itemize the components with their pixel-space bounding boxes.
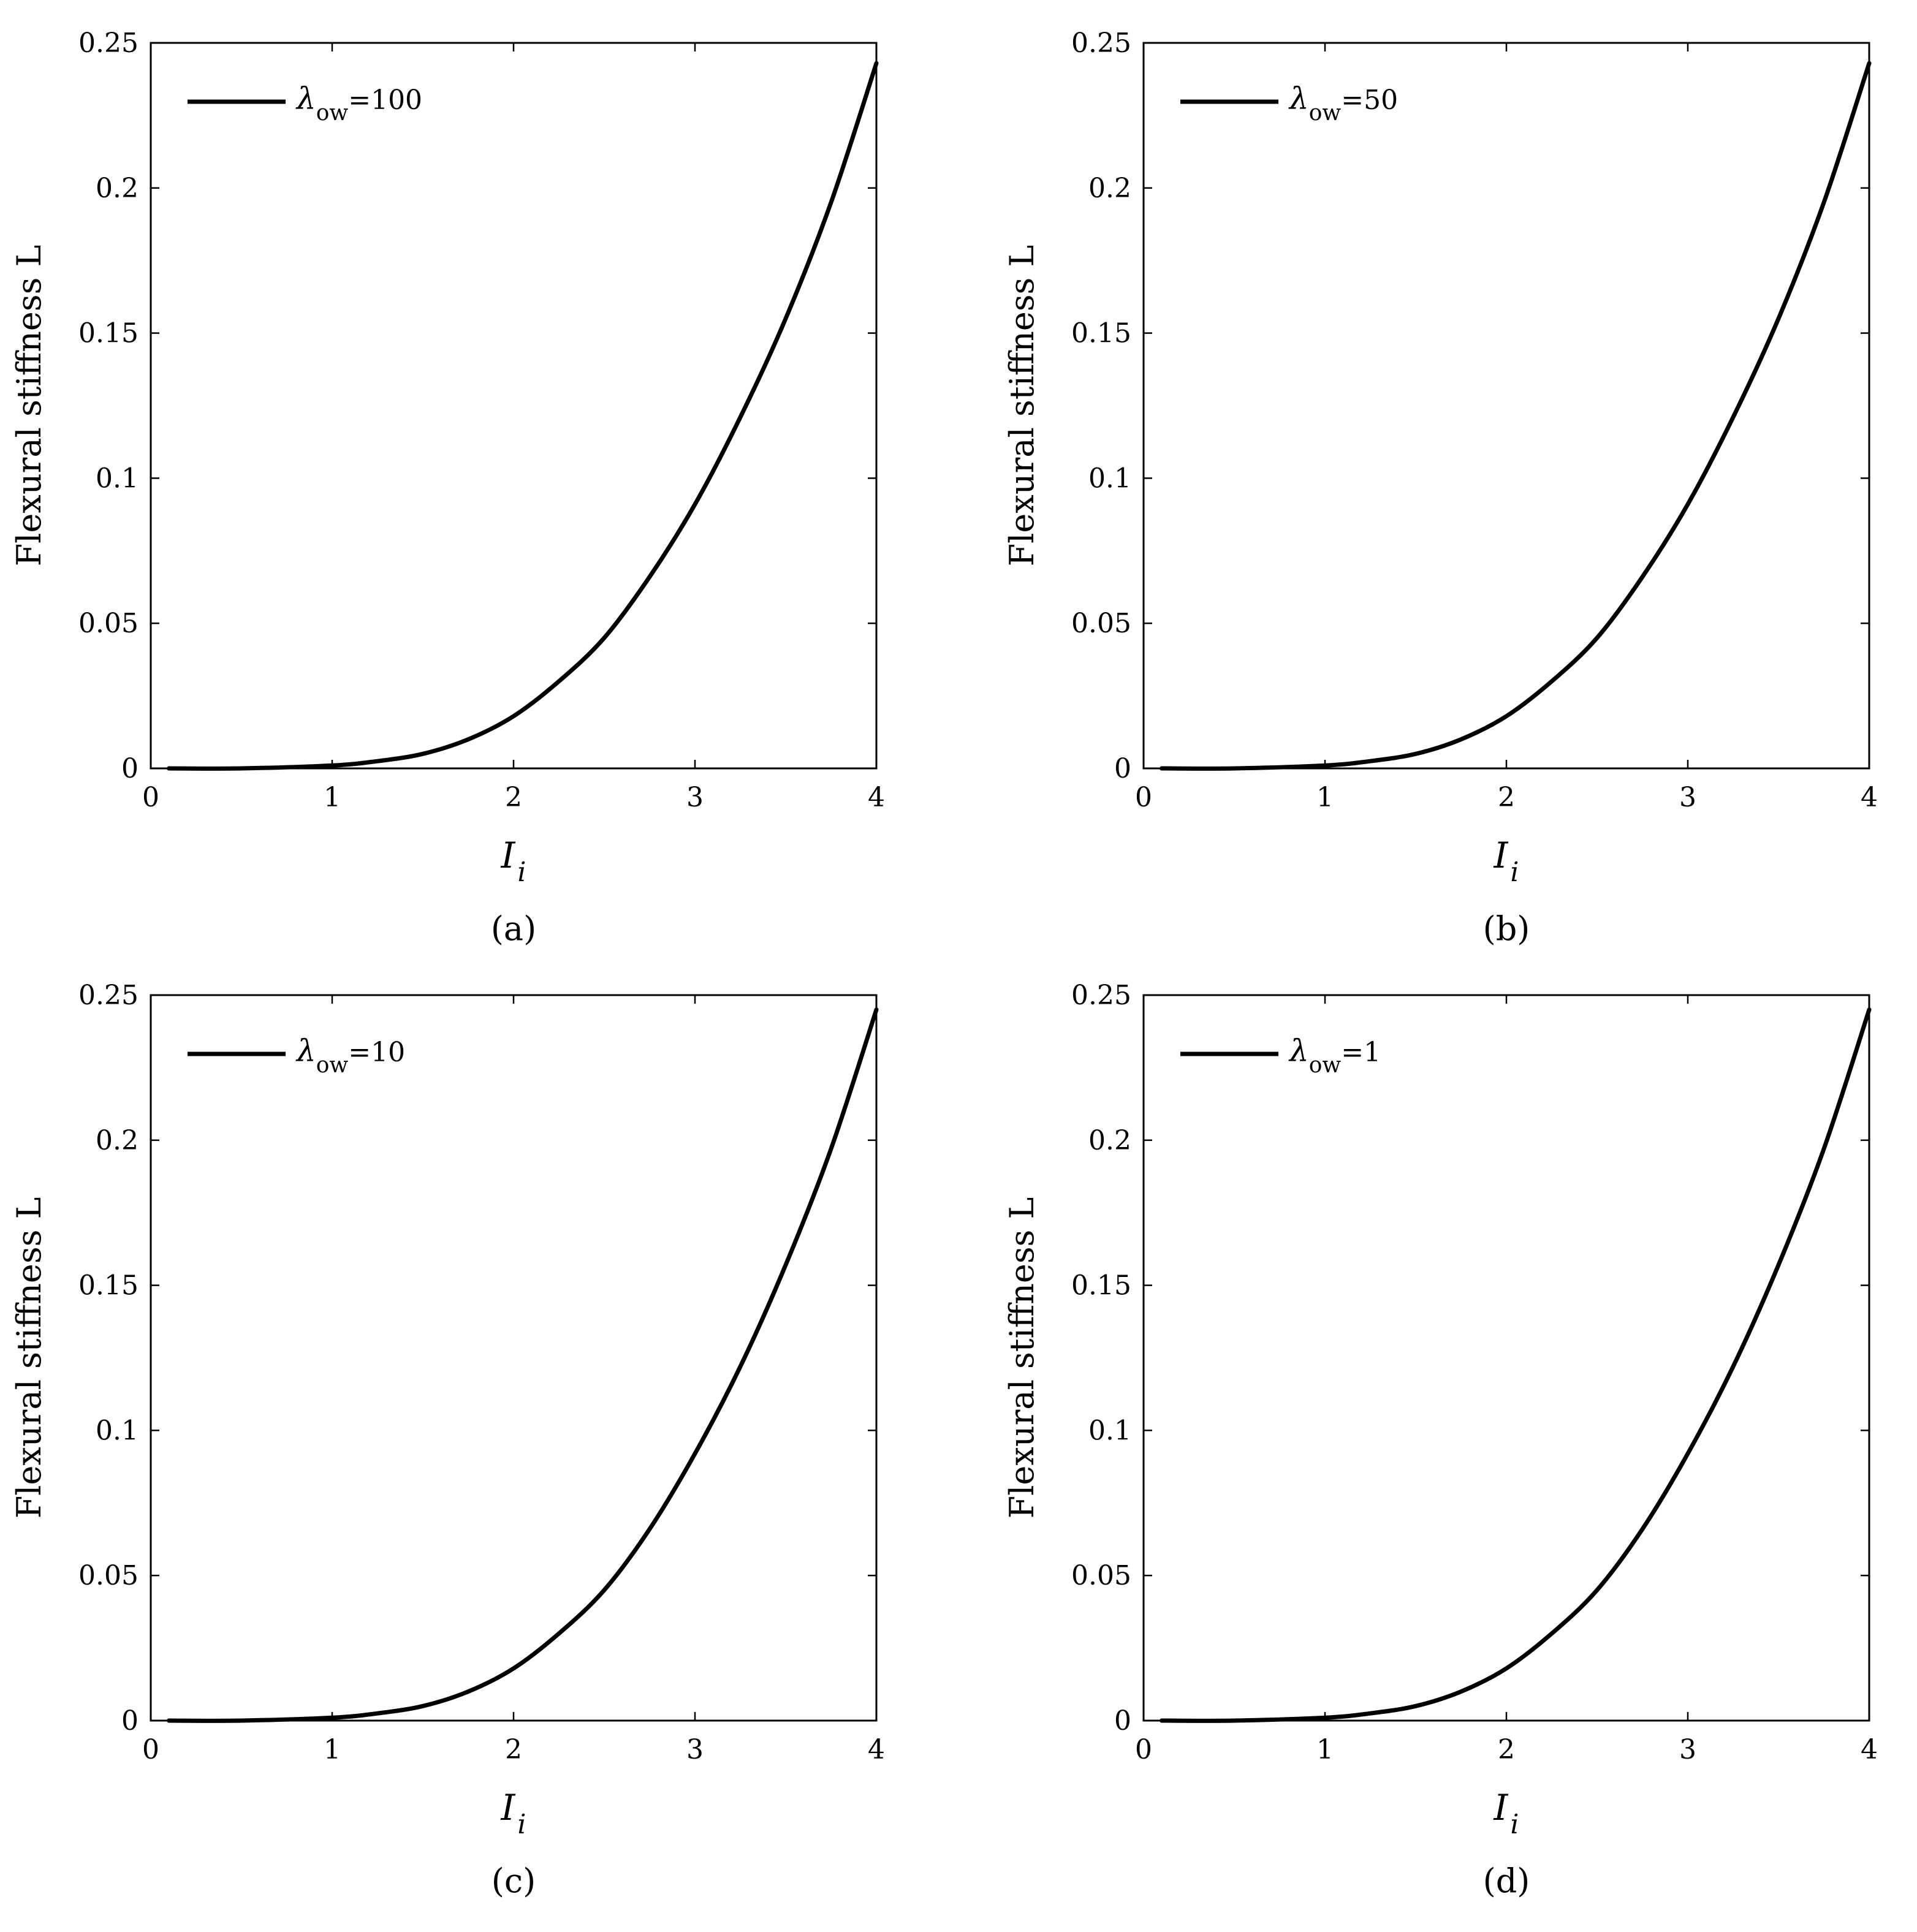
series-line — [1160, 61, 1872, 771]
panel-caption: (b) — [1483, 909, 1530, 948]
y-tick-label: 0.05 — [78, 1560, 139, 1591]
y-tick-label: 0.25 — [1071, 28, 1131, 59]
panel-caption: (d) — [1483, 1862, 1530, 1900]
y-tick-label: 0.05 — [1071, 1560, 1131, 1591]
y-tick-label: 0.25 — [78, 28, 139, 59]
legend-subscript: ow — [1309, 100, 1342, 126]
x-tick-label: 3 — [1679, 782, 1696, 813]
x-tick-label: 1 — [324, 1734, 341, 1765]
legend-value: =50 — [1341, 85, 1398, 116]
legend-entry: λow=100 — [295, 81, 422, 126]
x-tick-label: 2 — [1498, 1734, 1515, 1765]
plot-area-frame — [150, 42, 878, 770]
y-tick-label: 0 — [1114, 1705, 1131, 1737]
x-tick-label: 1 — [324, 782, 341, 813]
y-axis-label: Flexural stiffness L — [1003, 245, 1041, 567]
legend-entry: λow=50 — [1288, 81, 1398, 126]
x-tick-label: 2 — [1498, 782, 1515, 813]
x-tick-label: 3 — [686, 1734, 704, 1765]
plot-area-frame — [150, 994, 878, 1722]
x-axis-label: Ii — [1494, 1787, 1519, 1840]
legend-entry: λow=1 — [1288, 1033, 1381, 1078]
x-axis-label: Ii — [501, 1787, 526, 1840]
panel-caption: (a) — [491, 909, 536, 948]
chart-panel: 0 1 2 3 4 0 0.05 0.1 0.15 0.2 0.25 Flexural stiffne… — [10, 28, 885, 948]
y-axis-label: Flexural stiffness L — [1003, 1197, 1041, 1519]
chart-panel: 0 1 2 3 4 0 0.05 0.1 0.15 0.2 0.25 Flexural stiffne… — [10, 980, 885, 1900]
chart-panel: 0 1 2 3 4 0 0.05 0.1 0.15 0.2 0.25 Flexural stiffne… — [1003, 980, 1878, 1900]
legend-subscript: ow — [1309, 1053, 1342, 1078]
y-tick-label: 0.25 — [1071, 980, 1131, 1011]
y-tick-label: 0.1 — [96, 463, 139, 494]
legend-value: =100 — [348, 85, 422, 116]
x-tick-label: 0 — [1135, 782, 1152, 813]
y-axis-label: Flexural stiffness L — [10, 245, 48, 567]
x-tick-label: 3 — [1679, 1734, 1696, 1765]
legend-symbol: λ — [295, 1033, 316, 1069]
chart-panel: 0 1 2 3 4 0 0.05 0.1 0.15 0.2 0.25 Flexural stiffne… — [1003, 28, 1878, 948]
x-tick-label: 2 — [505, 1734, 522, 1765]
x-tick-label: 4 — [868, 1734, 885, 1765]
x-tick-label: 1 — [1316, 782, 1334, 813]
y-tick-label: 0.2 — [96, 173, 139, 204]
x-axis-label-main: I — [501, 835, 516, 876]
x-tick-label: 4 — [868, 782, 885, 813]
legend-value: =10 — [348, 1037, 405, 1068]
x-axis-label-subscript: i — [1510, 1809, 1519, 1840]
x-axis-label-subscript: i — [517, 1809, 526, 1840]
x-tick-label: 4 — [1861, 782, 1878, 813]
y-axis-label: Flexural stiffness L — [10, 1197, 48, 1519]
y-tick-label: 0.1 — [96, 1415, 139, 1446]
y-tick-label: 0.1 — [1088, 463, 1131, 494]
y-tick-label: 0 — [1114, 753, 1131, 784]
plot-area-frame — [1142, 994, 1870, 1722]
x-tick-label: 1 — [1316, 1734, 1334, 1765]
panel-caption: (c) — [492, 1862, 536, 1900]
y-tick-label: 0.05 — [1071, 608, 1131, 639]
x-axis-label: Ii — [1494, 835, 1519, 888]
x-tick-label: 0 — [142, 1734, 159, 1765]
legend-subscript: ow — [316, 1053, 349, 1078]
x-tick-label: 4 — [1861, 1734, 1878, 1765]
x-axis-label-subscript: i — [1510, 857, 1519, 888]
x-axis-label-main: I — [1494, 1787, 1509, 1828]
x-tick-label: 2 — [505, 782, 522, 813]
y-tick-label: 0.05 — [78, 608, 139, 639]
y-tick-label: 0.1 — [1088, 1415, 1131, 1446]
y-tick-label: 0.25 — [78, 980, 139, 1011]
series-line — [1160, 1007, 1872, 1723]
x-axis-label-main: I — [501, 1787, 516, 1828]
x-tick-label: 0 — [142, 782, 159, 813]
y-tick-label: 0 — [121, 753, 139, 784]
legend-symbol: λ — [295, 81, 316, 116]
plot-area-frame — [1142, 42, 1870, 770]
x-tick-label: 3 — [686, 782, 704, 813]
y-tick-label: 0.15 — [78, 318, 139, 349]
legend-value: =1 — [1341, 1037, 1381, 1068]
y-tick-label: 0.15 — [1071, 1270, 1131, 1301]
series-line — [167, 61, 879, 771]
y-tick-label: 0 — [121, 1705, 139, 1737]
y-tick-label: 0.2 — [1088, 173, 1131, 204]
y-tick-label: 0.15 — [78, 1270, 139, 1301]
x-axis-label-main: I — [1494, 835, 1509, 876]
x-axis-label-subscript: i — [517, 857, 526, 888]
legend-symbol: λ — [1288, 1033, 1309, 1069]
x-axis-label: Ii — [501, 835, 526, 888]
legend-subscript: ow — [316, 100, 349, 126]
series-line — [167, 1007, 879, 1723]
y-tick-label: 0.15 — [1071, 318, 1131, 349]
x-tick-label: 0 — [1135, 1734, 1152, 1765]
legend-symbol: λ — [1288, 81, 1309, 116]
y-tick-label: 0.2 — [1088, 1125, 1131, 1156]
legend-entry: λow=10 — [295, 1033, 405, 1078]
y-tick-label: 0.2 — [96, 1125, 139, 1156]
